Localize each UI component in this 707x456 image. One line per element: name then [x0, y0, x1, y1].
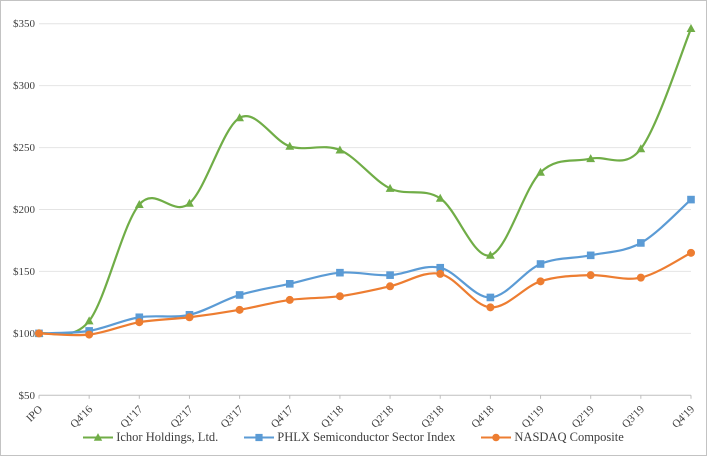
x-tick-label: Q2'19 [570, 403, 598, 431]
data-point-circle [386, 282, 395, 291]
data-point-triangle [134, 199, 144, 208]
data-point-square [486, 293, 495, 302]
data-point-triangle [335, 145, 345, 154]
legend-marker-square-icon [244, 432, 275, 443]
data-point-circle [85, 330, 94, 339]
y-tick-label: $250 [13, 142, 36, 154]
data-point-triangle [435, 193, 445, 202]
data-point-triangle [185, 198, 194, 207]
data-point-circle [636, 273, 645, 282]
x-tick-label: Q3'18 [419, 403, 447, 431]
legend-item-nasdaq: NASDAQ Composite [481, 430, 624, 445]
legend-item-phlx: PHLX Semiconductor Sector Index [244, 430, 455, 445]
data-point-circle [335, 292, 344, 301]
series-line-0 [37, 27, 693, 336]
x-tick-label: Q2'17 [168, 403, 196, 431]
legend-marker-triangle-icon [83, 432, 114, 443]
data-point-triangle [636, 144, 646, 153]
data-point-square [637, 239, 645, 247]
data-point-circle [687, 248, 695, 257]
data-point-triangle [485, 250, 495, 259]
legend-label: PHLX Semiconductor Sector Index [277, 430, 456, 444]
series-line-2 [37, 251, 693, 337]
data-point-triangle [94, 433, 103, 441]
data-point-square [135, 313, 144, 322]
data-point-square [336, 268, 344, 277]
data-point-square [386, 271, 394, 279]
x-tick-label: Q4'17 [269, 403, 297, 431]
x-tick-label: Q4'19 [670, 403, 698, 431]
y-tick-label: $100 [13, 328, 36, 340]
data-point-circle [536, 277, 545, 286]
y-tick-label: $200 [13, 204, 36, 216]
legend-item-ichor: Ichor Holdings, Ltd. [83, 430, 218, 445]
data-point-square [285, 280, 294, 288]
x-tick-label: Q1'18 [319, 403, 347, 431]
data-point-triangle [285, 141, 295, 150]
data-point-square [586, 251, 595, 260]
legend-marker-circle-icon [481, 432, 512, 443]
data-point-circle [235, 305, 244, 314]
y-tick-label: $300 [13, 80, 36, 92]
legend-label: Ichor Holdings, Ltd. [116, 430, 219, 444]
legend-label: NASDAQ Composite [514, 430, 624, 444]
x-tick-label: Q3'17 [219, 403, 247, 431]
data-point-triangle [84, 316, 94, 325]
series-2 [35, 248, 695, 339]
data-point-triangle [536, 167, 545, 176]
data-point-circle [285, 295, 294, 304]
data-point-circle [436, 269, 445, 278]
data-point-square [687, 195, 695, 204]
data-point-triangle [385, 183, 395, 192]
y-tick-label: $150 [13, 266, 36, 278]
x-tick-label: Q4'18 [469, 403, 497, 431]
x-tick-label: Q4'16 [68, 403, 96, 431]
data-point-circle [492, 433, 501, 442]
data-point-square [536, 260, 545, 268]
data-point-square [235, 291, 244, 299]
x-tick-label: Q3'19 [620, 403, 648, 431]
data-point-triangle [586, 154, 596, 163]
data-point-square [255, 433, 263, 442]
series-0 [34, 24, 696, 337]
y-tick-label: $50 [19, 390, 36, 402]
data-point-circle [586, 271, 595, 280]
x-tick-label: Q2'18 [369, 403, 397, 431]
data-point-circle [35, 329, 43, 338]
data-point-square [436, 263, 445, 272]
x-tick-label: Q1'17 [118, 403, 146, 431]
y-tick-label: $350 [13, 18, 36, 30]
data-point-triangle [235, 113, 245, 122]
series-1 [35, 195, 695, 338]
data-point-circle [486, 303, 495, 312]
series-line-1 [37, 198, 693, 335]
x-tick-label: Q1'19 [519, 403, 547, 431]
data-point-triangle [686, 24, 696, 33]
chart-legend: Ichor Holdings, Ltd. PHLX Semiconductor … [1, 430, 706, 445]
data-point-circle [135, 318, 144, 327]
data-point-circle [185, 313, 194, 322]
x-tick-label: IPO [24, 403, 45, 424]
